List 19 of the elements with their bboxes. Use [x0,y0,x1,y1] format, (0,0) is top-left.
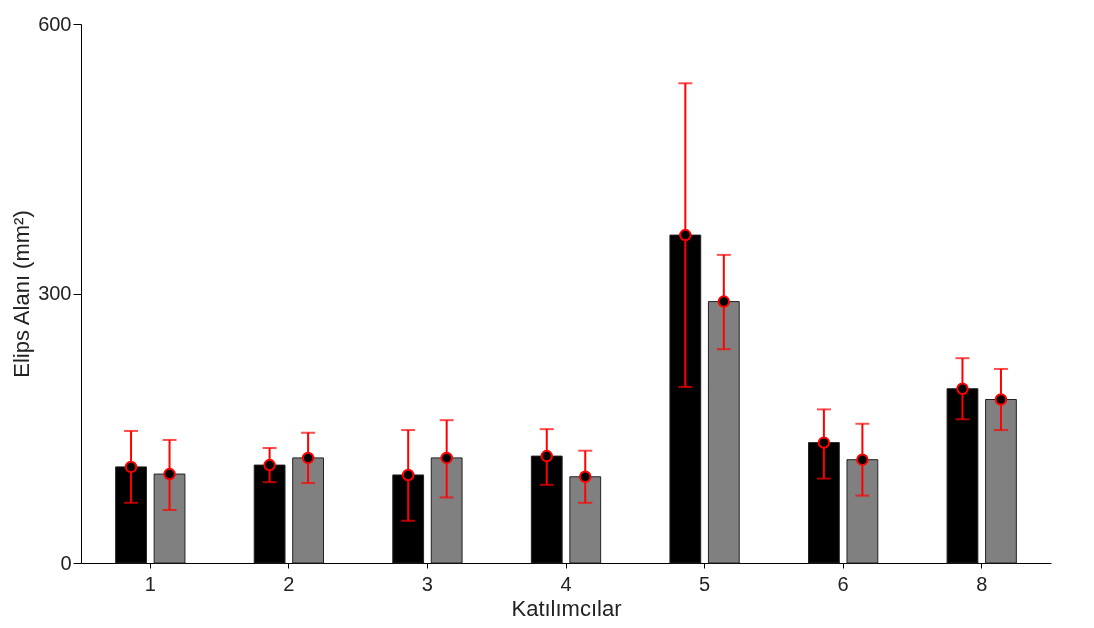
bar [569,476,602,564]
y-tick-label: 0 [60,551,72,574]
x-tick-label: 4 [560,572,572,595]
y-axis-title: Elips Alanı (mm²) [9,210,35,378]
x-tick-label: 3 [421,572,433,595]
bar [707,301,740,564]
x-tick-label: 1 [144,572,156,595]
bar [846,459,879,564]
y-tick-label: 600 [38,12,72,35]
x-axis-title: Katılımcılar [511,595,622,621]
x-tick-label: 6 [837,572,849,595]
x-tick-label: 2 [283,572,295,595]
x-tick-label: 5 [699,572,711,595]
bar [430,457,463,564]
x-tick-label: 8 [976,572,988,595]
bar [985,399,1017,564]
bar [153,473,186,564]
y-tick-label: 300 [38,282,72,304]
bar [292,457,324,564]
